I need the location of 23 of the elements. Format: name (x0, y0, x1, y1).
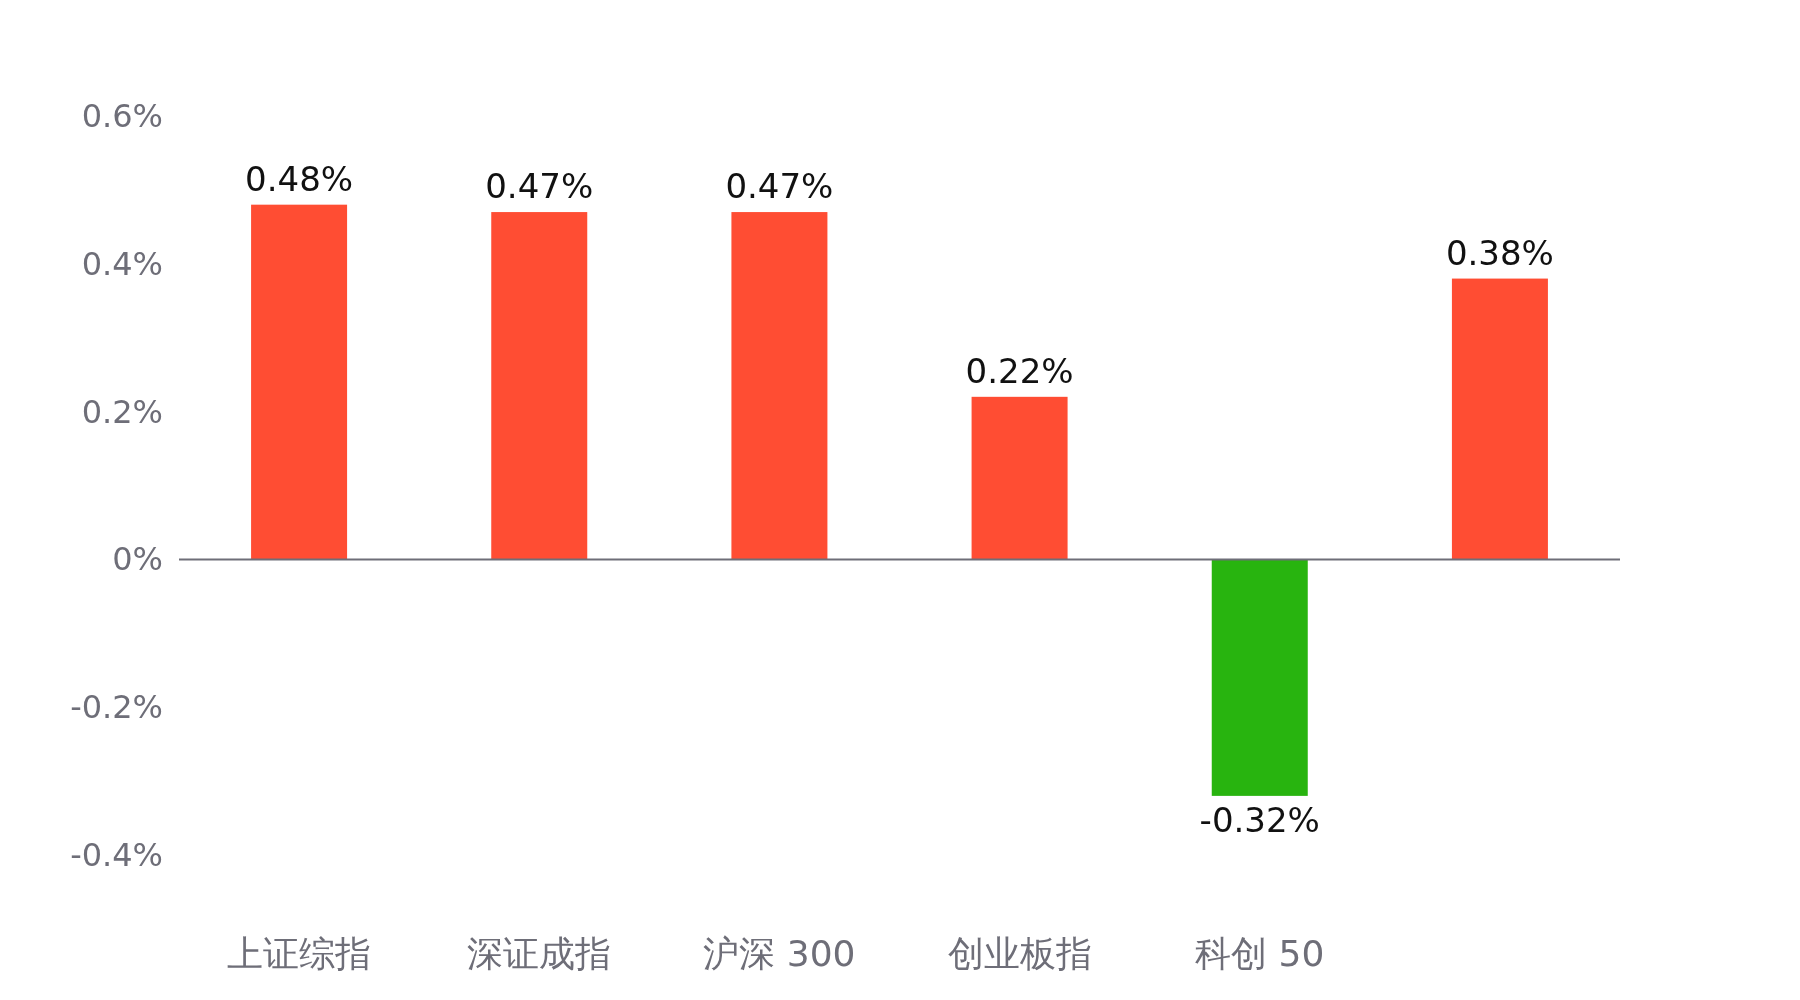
y-tick-label: 0% (112, 540, 163, 579)
bar (1211, 559, 1308, 796)
data-label: 0.38% (1445, 232, 1554, 273)
y-tick-label: 0.2% (81, 392, 163, 431)
y-tick-label: -0.2% (70, 688, 163, 727)
data-label: 0.48% (245, 158, 354, 199)
bar (251, 204, 348, 560)
data-label: 0.22% (965, 350, 1074, 391)
x-tick-label: 沪深 300 (703, 933, 856, 974)
data-label: -0.32% (1199, 799, 1320, 840)
bar (1451, 278, 1548, 560)
x-tick-label: 上证综指 (227, 933, 372, 974)
y-tick-label: 0.6% (81, 97, 163, 135)
y-tick-label: -0.4% (70, 836, 163, 874)
data-label: 0.47% (485, 166, 594, 207)
y-tick-label: 0.4% (81, 244, 163, 283)
bar (491, 212, 588, 560)
x-tick-label: 科创 50 (1195, 933, 1325, 974)
data-label: 0.47% (725, 166, 834, 207)
bar (731, 212, 828, 560)
x-tick-label: 深证成指 (467, 933, 612, 974)
bar (971, 396, 1068, 560)
x-tick-label: 创业板指 (947, 933, 1092, 974)
